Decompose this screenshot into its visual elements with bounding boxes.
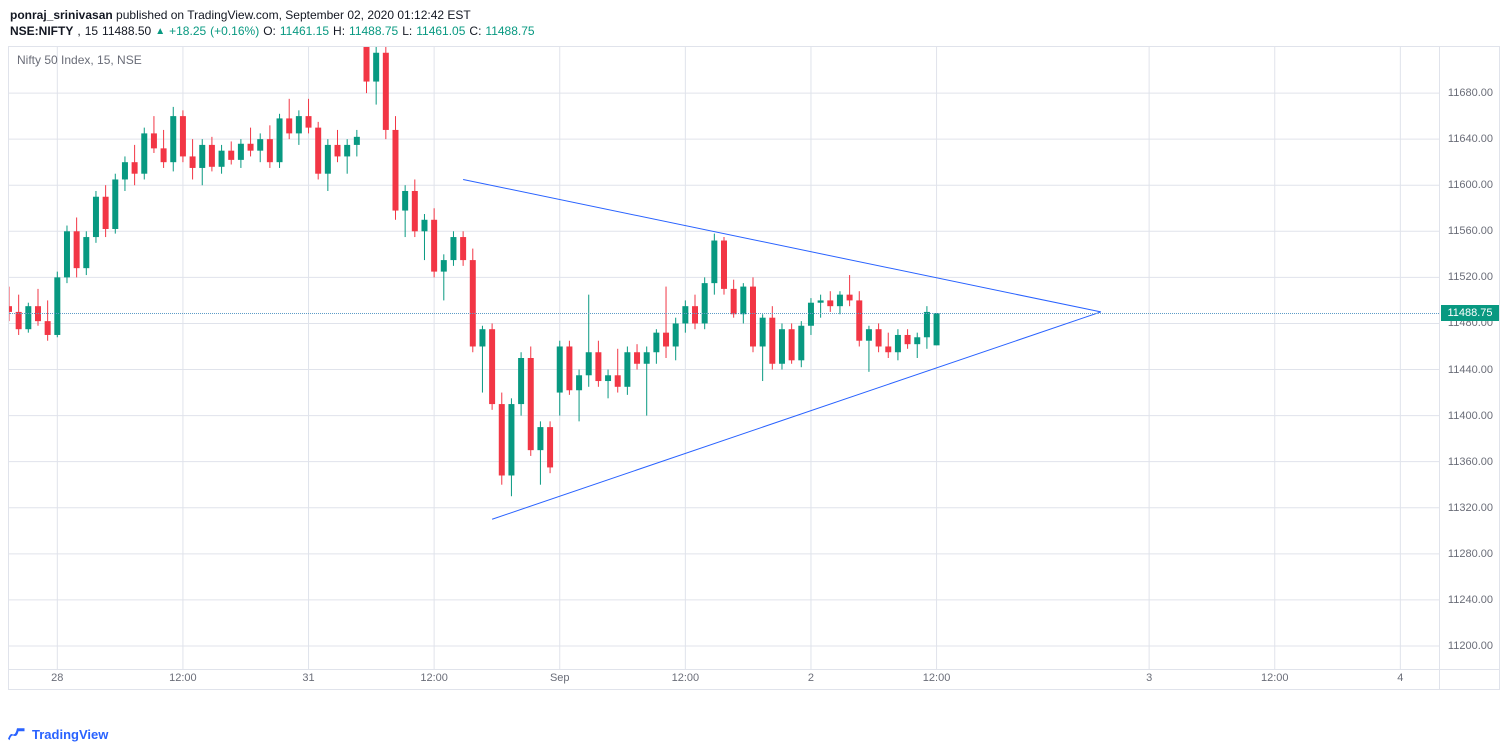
ohlc-low: 11461.05 [416,24,465,38]
x-tick-label: 2 [808,672,814,684]
x-tick-label: 3 [1146,672,1152,684]
x-tick-label: 12:00 [923,672,951,684]
ohlc-close: 11488.75 [485,24,534,38]
y-axis[interactable]: 11488.75 11200.00 11240.00 11280.00 11320.0… [1440,46,1500,670]
x-tick-label: 4 [1397,672,1403,684]
x-tick-label: 12:00 [672,672,700,684]
x-tick-label: 12:00 [169,672,197,684]
y-tick-label: 11280.00 [1448,548,1493,560]
brand-name: TradingView [32,727,108,742]
change: +18.25 [169,24,206,38]
y-tick-label: 11640.00 [1448,133,1493,145]
arrow-up-icon: ▲ [155,26,165,37]
y-tick-label: 11360.00 [1448,456,1493,468]
price-crosshair [9,313,1439,314]
author-name: ponraj_srinivasan [10,8,113,22]
axis-corner [1440,670,1500,690]
ohlc-high: 11488.75 [349,24,398,38]
y-tick-label: 11240.00 [1448,594,1493,606]
x-tick-label: 31 [302,672,314,684]
x-tick-label: 12:00 [1261,672,1289,684]
candles-layer [9,47,1439,669]
x-tick-label: 12:00 [420,672,448,684]
brand-footer: TradingView [8,727,108,742]
x-tick-label: 28 [51,672,63,684]
tradingview-logo-icon [8,728,26,742]
chart-container[interactable]: Nifty 50 Index, 15, NSE 11488.75 11200.0… [8,46,1500,690]
ohlc-open: 11461.15 [280,24,329,38]
chart-header: ponraj_srinivasan published on TradingVi… [0,0,1508,34]
y-tick-label: 11600.00 [1448,179,1493,191]
symbol: NSE:NIFTY [10,24,73,38]
change-pct: (+0.16%) [210,24,259,38]
y-tick-label: 11680.00 [1448,87,1493,99]
y-tick-label: 11560.00 [1448,225,1493,237]
y-tick-label: 11200.00 [1448,640,1493,652]
last-price: 11488.50 [102,24,151,38]
y-tick-label: 11520.00 [1448,271,1493,283]
y-tick-label: 11400.00 [1448,410,1493,422]
x-tick-label: Sep [550,672,570,684]
chart-legend: Nifty 50 Index, 15, NSE [17,53,142,67]
timeframe: 15 [85,24,98,38]
plot-area[interactable]: Nifty 50 Index, 15, NSE [8,46,1440,670]
y-tick-label: 11440.00 [1448,364,1493,376]
current-price-badge: 11488.75 [1441,305,1499,321]
y-tick-label: 11320.00 [1448,502,1493,514]
publish-line: ponraj_srinivasan published on TradingVi… [10,8,1498,22]
symbol-line: NSE:NIFTY, 15 11488.50 ▲ +18.25 (+0.16%)… [10,24,1498,38]
x-axis[interactable]: 28 12:00 31 12:00 Sep 12:00 2 12:00 3 12:00 4 [8,670,1440,690]
